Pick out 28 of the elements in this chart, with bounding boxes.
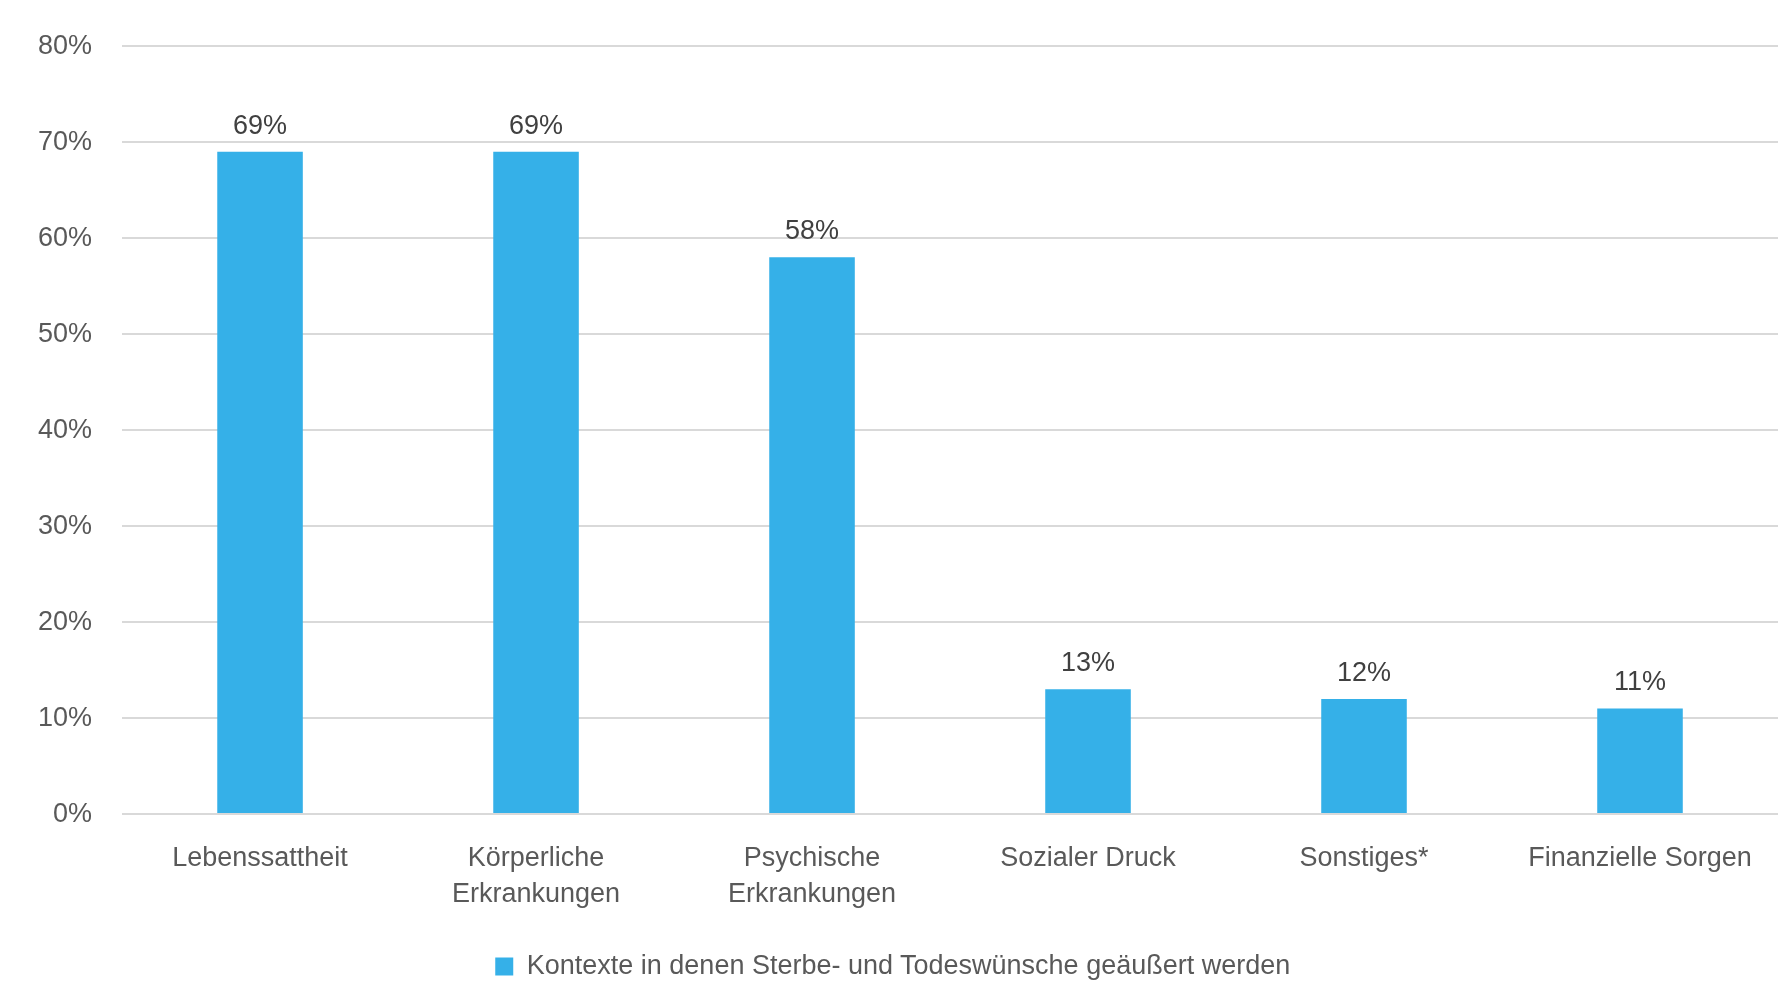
y-tick-label: 30% — [37, 509, 93, 540]
x-tick-label: Sonstiges* — [1299, 841, 1430, 872]
x-tick-label: Körperliche Erkrankungen — [451, 841, 621, 909]
y-tick-label: 70% — [37, 125, 93, 156]
bar — [1045, 689, 1131, 814]
y-tick-label: 40% — [37, 413, 93, 444]
legend-label: Kontexte in denen Sterbe- und Todeswünsche geäußert werden — [526, 949, 1291, 980]
bar — [769, 257, 855, 814]
bar — [217, 151, 303, 814]
bar — [493, 151, 579, 814]
y-tick-label: 10% — [37, 701, 93, 732]
y-tick-label: 20% — [37, 605, 93, 636]
y-tick-label: 60% — [37, 221, 93, 252]
y-tick-label: 80% — [37, 29, 93, 60]
data-label: 58% — [785, 215, 840, 246]
bar — [1321, 698, 1407, 814]
bar — [1597, 708, 1683, 814]
x-tick-label: Finanzielle Sorgen — [1528, 841, 1752, 872]
x-tick-label: Sozialer Druck — [1000, 841, 1177, 872]
data-label: 11% — [1613, 666, 1667, 697]
data-label: 69% — [233, 109, 288, 140]
data-label: 69% — [509, 109, 564, 140]
x-tick-label: Lebenssattheit — [172, 841, 349, 872]
data-label: 13% — [1060, 647, 1116, 678]
y-tick-label: 50% — [37, 317, 93, 348]
data-label: 12% — [1336, 656, 1392, 687]
y-tick-label: 0% — [53, 797, 93, 828]
x-tick-label: Psychische Erkrankungen — [727, 841, 897, 909]
